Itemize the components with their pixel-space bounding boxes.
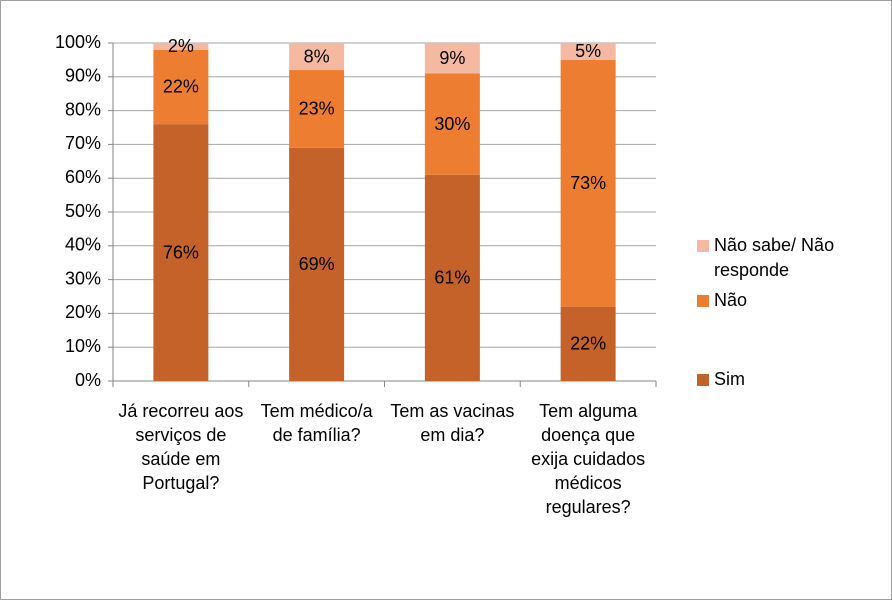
y-tick-label: 20% [65, 302, 101, 322]
legend-label: Não sabe/ Não responde [714, 235, 835, 280]
y-tick-label: 60% [65, 167, 101, 187]
y-tick-label: 10% [65, 336, 101, 356]
data-label: 22% [570, 334, 606, 354]
bar-segment [153, 124, 209, 382]
legend-swatch [697, 295, 709, 307]
x-tick-label: Tem as vacinas em dia? [390, 401, 515, 445]
bar-segment [560, 306, 616, 381]
legend-label: Não [714, 290, 748, 310]
data-label: 2% [168, 36, 194, 56]
x-tick-label: Tem alguma doença que exija cuidados méd… [531, 401, 646, 517]
data-label: 73% [570, 173, 606, 193]
y-tick-label: 80% [65, 99, 101, 119]
bar-segment [153, 49, 209, 125]
legend-swatch [697, 240, 709, 252]
x-tick-label: Tem médico/a de família? [260, 401, 373, 445]
data-label: 5% [575, 41, 601, 61]
y-tick-label: 70% [65, 133, 101, 153]
bar-segment [424, 43, 480, 74]
x-tick-label: Já recorreu aos serviços de saúde em Por… [118, 401, 244, 493]
bar-segment [424, 174, 480, 381]
data-label: 23% [299, 99, 335, 119]
bar-segment [289, 43, 345, 71]
bar-segment [289, 147, 345, 381]
bar-segment [289, 70, 345, 148]
y-tick-label: 50% [65, 201, 101, 221]
data-label: 22% [163, 77, 199, 97]
data-label: 9% [439, 48, 465, 68]
bar-segment [424, 73, 480, 175]
legend-label: Sim [714, 369, 745, 389]
y-tick-label: 0% [75, 370, 101, 390]
y-tick-label: 30% [65, 268, 101, 288]
y-tick-label: 100% [55, 32, 101, 52]
data-label: 30% [434, 114, 470, 134]
y-tick-label: 40% [65, 235, 101, 255]
bar-segment [153, 43, 209, 50]
bar-segment [560, 59, 616, 307]
data-label: 69% [299, 254, 335, 274]
y-tick-label: 90% [65, 66, 101, 86]
data-label: 61% [434, 268, 470, 288]
data-label: 8% [304, 46, 330, 66]
bar-segment [560, 43, 616, 60]
legend-swatch [697, 374, 709, 386]
data-label: 76% [163, 242, 199, 262]
